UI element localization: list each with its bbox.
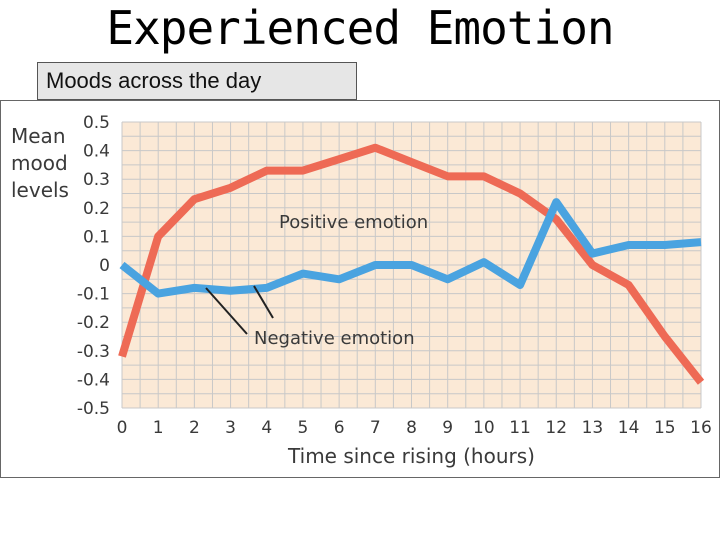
x-tick-label: 3 (225, 418, 236, 438)
y-tick-label: 0.5 (83, 113, 110, 133)
y-tick-label: -0.5 (77, 399, 110, 419)
slide-title: Experienced Emotion (106, 1, 614, 55)
x-tick-label: 6 (334, 418, 345, 438)
x-tick-label: 13 (582, 418, 604, 438)
y-tick-label: -0.3 (77, 342, 110, 362)
x-tick-label: 11 (509, 418, 531, 438)
mood-line-chart: Positive emotion Negative emotion 0.5 0.4 0… (11, 113, 712, 468)
x-tick-label: 8 (406, 418, 417, 438)
y-tick-label: -0.1 (77, 285, 110, 305)
x-tick-label: 5 (298, 418, 309, 438)
y-axis-title-line: Mean (11, 124, 66, 148)
x-axis-title: Time since rising (hours) (287, 444, 535, 468)
chart-frame: Positive emotion Negative emotion 0.5 0.4 0… (0, 100, 720, 478)
y-tick-label: 0.2 (83, 199, 110, 219)
x-tick-label: 16 (690, 418, 712, 438)
x-tick-label: 15 (654, 418, 676, 438)
y-axis-title-line: levels (11, 178, 69, 202)
y-axis-title-line: mood (11, 151, 68, 175)
x-tick-label: 0 (117, 418, 128, 438)
annotation-leader-line (205, 287, 248, 335)
x-tick-label: 10 (473, 418, 495, 438)
x-tick-label: 12 (545, 418, 567, 438)
x-tick-label: 1 (153, 418, 164, 438)
y-tick-label: -0.4 (77, 370, 110, 390)
subtitle-box: Moods across the day (37, 62, 357, 100)
annotation-label: Negative emotion (254, 328, 415, 349)
y-tick-label: 0.4 (83, 142, 110, 162)
y-tick-label: 0.3 (83, 170, 110, 190)
x-tick-label: 4 (261, 418, 272, 438)
y-tick-label: -0.2 (77, 313, 110, 333)
x-tick-label: 2 (189, 418, 200, 438)
annotation-leader-line (253, 285, 274, 319)
x-tick-label: 7 (370, 418, 381, 438)
y-tick-label: 0 (99, 256, 110, 276)
annotation-label: Positive emotion (279, 212, 428, 233)
y-tick-label: 0.1 (83, 227, 110, 247)
x-tick-label: 14 (618, 418, 640, 438)
x-tick-label: 9 (442, 418, 453, 438)
